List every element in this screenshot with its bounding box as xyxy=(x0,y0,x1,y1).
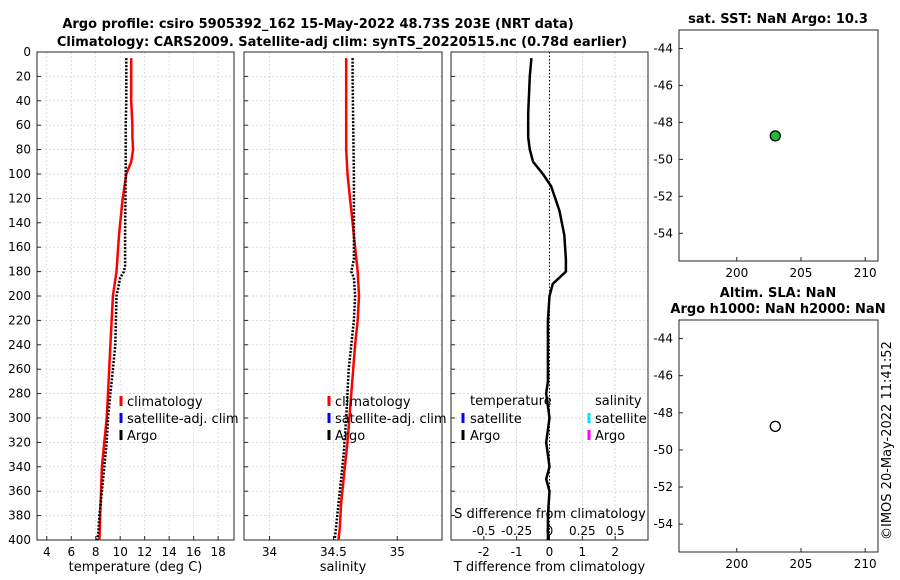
x-tick-label: 205 xyxy=(790,557,813,571)
y-tick-label: -52 xyxy=(653,189,673,203)
series-line-argo xyxy=(95,58,128,541)
y-tick-label: 40 xyxy=(16,94,31,108)
y-tick-label: -50 xyxy=(653,152,673,166)
series-line-climatology xyxy=(98,58,135,541)
map-title-line1: Altim. SLA: NaN xyxy=(720,286,836,301)
x-tick-label: 34.5 xyxy=(320,545,347,559)
x-tick-label-salinity: -0.25 xyxy=(501,524,532,538)
y-tick-label: 160 xyxy=(8,240,31,254)
x-tick-label-salinity: 0.25 xyxy=(569,524,596,538)
title-line1: Argo profile: csiro 5905392_162 15-May-2… xyxy=(62,17,573,32)
profile-location-marker xyxy=(769,420,781,432)
y-tick-label: 340 xyxy=(8,460,31,474)
y-tick-label: 400 xyxy=(8,533,31,547)
y-tick-label: 260 xyxy=(8,362,31,376)
y-tick-label: 180 xyxy=(8,265,31,279)
x-tick-label: 2 xyxy=(611,545,619,559)
x-tick-label: 10 xyxy=(113,545,128,559)
y-tick-label: 80 xyxy=(16,143,31,157)
y-tick-label: 280 xyxy=(8,387,31,401)
legend-label: Argo xyxy=(335,429,365,444)
x-tick-label: 6 xyxy=(67,545,75,559)
y-tick-label: 220 xyxy=(8,313,31,327)
y-tick-label: -52 xyxy=(653,480,673,494)
x-tick-label-salinity: 0 xyxy=(546,524,554,538)
x-tick-label-salinity: -0.5 xyxy=(472,524,495,538)
y-tick-label: 140 xyxy=(8,216,31,230)
y-tick-label: 380 xyxy=(8,509,31,523)
y-tick-label: -48 xyxy=(653,115,673,129)
x-tick-label: 200 xyxy=(725,557,748,571)
sst-map-panel: -44 -46 -48 -50 -52 -54 200 205 210 sat. SST: NaN… xyxy=(653,12,879,280)
series-line-climatology xyxy=(337,58,361,541)
y-tick-label: -48 xyxy=(653,406,673,420)
y-tick-label: 60 xyxy=(16,118,31,132)
x-axis-label: T difference from climatology xyxy=(453,560,646,575)
series-line-t-difference xyxy=(526,57,568,540)
legend-label: climatology xyxy=(127,395,203,410)
y-tick-label: 100 xyxy=(8,167,31,181)
x-tick-label: 4 xyxy=(43,545,51,559)
y-tick-label: -46 xyxy=(653,78,673,92)
map-frame xyxy=(678,29,879,262)
x-axis-label: temperature (deg C) xyxy=(69,560,203,575)
y-tick-label: 240 xyxy=(8,338,31,352)
map-title: sat. SST: NaN Argo: 10.3 xyxy=(688,12,868,27)
legend-label: satellite xyxy=(470,412,522,427)
series-line-argo xyxy=(333,58,357,541)
x-axis-label-salinity: S difference from climatology xyxy=(454,507,646,522)
y-tick-label: -54 xyxy=(653,517,673,531)
y-tick-label: -54 xyxy=(653,226,673,240)
legend-label: Argo xyxy=(595,429,625,444)
x-tick-label: 0 xyxy=(546,545,554,559)
legend-label: climatology xyxy=(335,395,411,410)
profile-location-marker xyxy=(769,130,781,142)
x-tick-label: 200 xyxy=(725,266,748,280)
y-tick-label: 0 xyxy=(23,45,31,59)
legend-label: satellite-adj. clim xyxy=(127,412,239,427)
x-tick-label: 1 xyxy=(579,545,587,559)
legend-label: Argo xyxy=(470,429,500,444)
difference-panel: -2 -1 0 1 2T difference from climatology temp… xyxy=(450,51,649,575)
y-tick-label: 200 xyxy=(8,289,31,303)
y-tick-label: -44 xyxy=(653,41,673,55)
y-tick-label: 320 xyxy=(8,435,31,449)
legend-label: satellite-adj. clim xyxy=(335,412,447,427)
x-tick-label: 18 xyxy=(210,545,225,559)
map-frame xyxy=(678,319,879,553)
legend-title-salinity: salinity xyxy=(595,394,642,409)
y-tick-label: 300 xyxy=(8,411,31,425)
temperature-panel: 0 20 40 60 80 100 120 140 160 180 200 220 240 260 280 3… xyxy=(8,45,239,575)
x-tick-label: 205 xyxy=(790,266,813,280)
map-title-line2: Argo h1000: NaN h2000: NaN xyxy=(670,302,885,317)
y-tick-label: 20 xyxy=(16,69,31,83)
salinity-panel: 34 34.5 35 salinity climatology satellite-adj… xyxy=(243,51,447,575)
x-tick-label: 12 xyxy=(137,545,152,559)
legend-label: Argo xyxy=(127,429,157,444)
x-tick-label: 35 xyxy=(390,545,405,559)
sla-map-panel: -44 -46 -48 -50 -52 -54 200 205 210 Altim. SLA: N… xyxy=(653,286,885,571)
x-tick-label: 34 xyxy=(262,545,277,559)
y-tick-label: -46 xyxy=(653,369,673,383)
x-tick-label: 16 xyxy=(186,545,201,559)
x-tick-label: 210 xyxy=(854,557,877,571)
title-line2: Climatology: CARS2009. Satellite-adj cli… xyxy=(57,35,627,50)
x-tick-label-salinity: 0.5 xyxy=(606,524,625,538)
x-axis-label: salinity xyxy=(320,560,367,575)
legend-label: satellite xyxy=(595,412,647,427)
legend-title-temperature: temperature xyxy=(470,394,552,409)
y-tick-label: 360 xyxy=(8,484,31,498)
x-tick-label: -1 xyxy=(511,545,523,559)
y-tick-label: -50 xyxy=(653,443,673,457)
x-tick-label: 8 xyxy=(92,545,100,559)
y-tick-label: 120 xyxy=(8,191,31,205)
watermark: ©IMOS 20-May-2022 11:41:52 xyxy=(880,341,895,540)
x-tick-label: 14 xyxy=(162,545,177,559)
x-tick-label: -2 xyxy=(478,545,490,559)
y-tick-label: -44 xyxy=(653,332,673,346)
x-tick-label: 210 xyxy=(854,266,877,280)
